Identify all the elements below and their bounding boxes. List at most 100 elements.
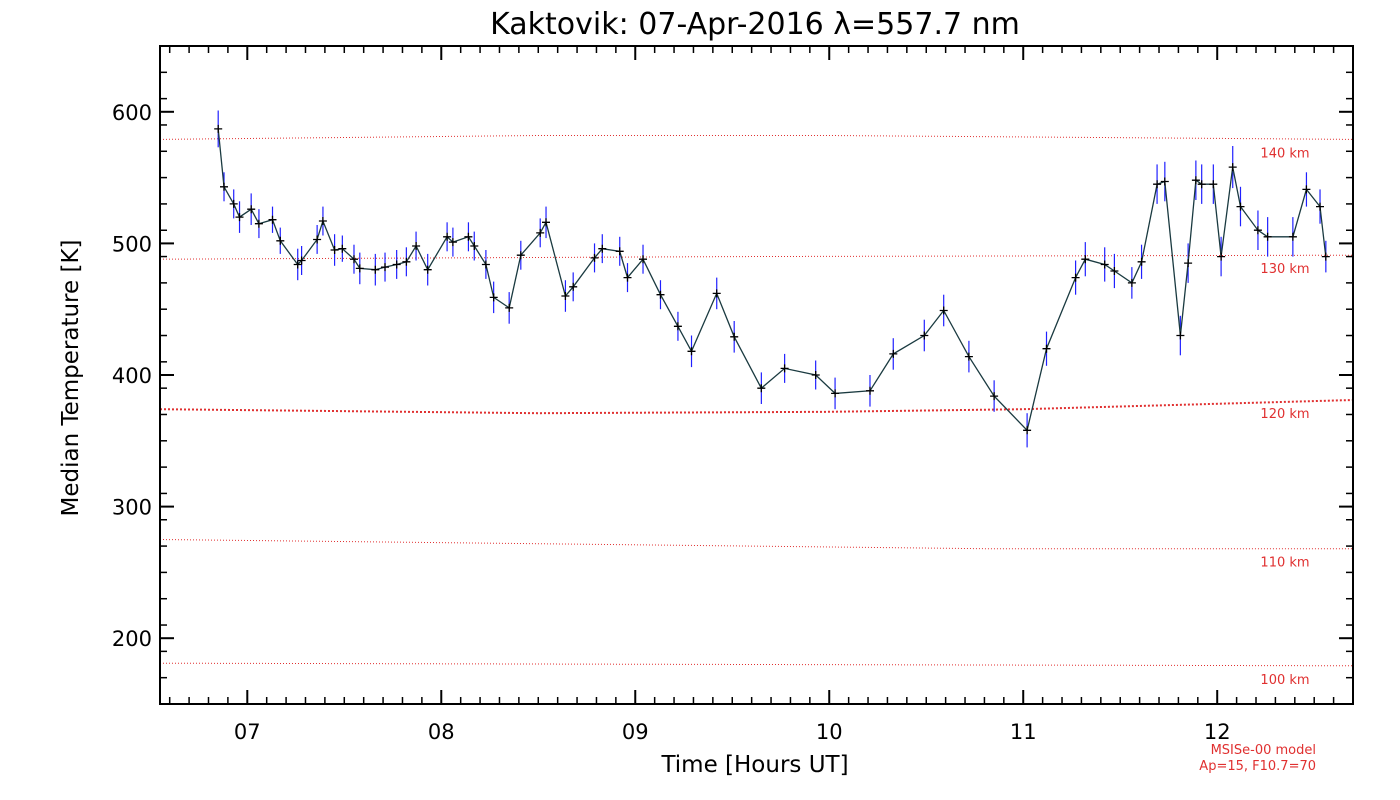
- model-reference-lines: 100 km 110 km 120 km 130 km 140 km: [159, 135, 1354, 688]
- data-point: [615, 247, 624, 256]
- chart-title: Kaktovik: 07-Apr-2016 λ=557.7 nm: [490, 7, 1020, 42]
- x-tick-label: 07: [234, 720, 261, 744]
- data-point: [730, 332, 739, 341]
- data-point: [214, 124, 223, 133]
- data-point: [1191, 176, 1200, 185]
- temperature-series: [214, 110, 1330, 448]
- data-point: [293, 260, 302, 269]
- data-point: [338, 244, 347, 253]
- data-point: [505, 303, 514, 312]
- data-point: [516, 251, 525, 260]
- data-point: [990, 392, 999, 401]
- data-point: [561, 292, 570, 300]
- data-point: [1253, 226, 1262, 235]
- reference-line-label: 100 km: [1260, 673, 1309, 688]
- data-point: [254, 219, 263, 228]
- data-point: [598, 244, 607, 253]
- data-point: [448, 238, 457, 247]
- y-tick-label: 200: [112, 627, 152, 651]
- y-tick-label: 300: [112, 496, 152, 520]
- data-point: [381, 263, 389, 272]
- data-point: [443, 232, 452, 241]
- axes: 07 08 09 10 11 12 200 300 400 500 600: [112, 45, 1354, 744]
- data-point: [412, 242, 421, 250]
- data-point: [569, 282, 578, 291]
- data-point: [811, 371, 820, 379]
- data-point: [831, 389, 840, 398]
- data-point: [780, 364, 789, 373]
- data-point: [1137, 257, 1146, 266]
- y-axis-label: Median Temperature [K]: [58, 240, 84, 517]
- series-line: [217, 128, 1327, 432]
- reference-line: [159, 662, 1354, 667]
- data-point: [489, 293, 498, 302]
- data-point: [889, 349, 898, 358]
- reference-line-label: 130 km: [1260, 262, 1309, 277]
- data-point: [220, 182, 228, 191]
- data-point: [536, 228, 545, 237]
- x-tick-label: 11: [1010, 720, 1037, 744]
- data-point: [656, 290, 665, 299]
- data-point: [276, 236, 285, 245]
- reference-line: [159, 539, 1353, 550]
- data-point: [1217, 252, 1226, 261]
- data-point: [402, 257, 411, 266]
- data-point: [1176, 331, 1185, 340]
- data-point: [1288, 232, 1297, 241]
- data-point: [866, 386, 874, 395]
- data-point: [1071, 273, 1080, 282]
- data-point: [673, 322, 682, 331]
- data-point: [757, 384, 766, 393]
- data-point: [1228, 163, 1237, 172]
- data-point: [920, 331, 929, 340]
- data-point: [464, 232, 473, 241]
- data-point: [939, 306, 948, 315]
- reference-line-label: 110 km: [1260, 556, 1309, 571]
- data-point: [590, 253, 599, 262]
- data-point: [542, 218, 550, 227]
- data-point: [313, 235, 322, 244]
- data-point: [1042, 344, 1051, 353]
- data-point: [1197, 180, 1206, 189]
- y-tick-label: 500: [112, 232, 152, 256]
- data-point: [297, 256, 306, 265]
- x-tick-label: 12: [1204, 720, 1231, 744]
- reference-line: [159, 135, 1354, 140]
- x-tick-label: 08: [428, 720, 455, 744]
- model-note-line2: Ap=15, F10.7=70: [1199, 759, 1316, 774]
- data-point: [1209, 180, 1218, 189]
- data-point: [371, 265, 380, 274]
- data-point: [1316, 202, 1324, 211]
- y-tick-label: 600: [112, 101, 152, 125]
- data-point: [1127, 278, 1136, 287]
- data-point: [247, 205, 256, 214]
- data-point: [355, 264, 364, 273]
- data-point: [1160, 177, 1169, 186]
- data-point: [350, 255, 358, 264]
- data-point: [1321, 252, 1330, 261]
- data-point: [1263, 232, 1272, 241]
- plot-frame: [159, 45, 1354, 705]
- data-point: [235, 213, 244, 222]
- x-tick-label: 10: [816, 720, 843, 744]
- data-point: [1236, 202, 1245, 211]
- data-point: [1184, 259, 1193, 268]
- data-point: [330, 246, 339, 254]
- model-note-line1: MSISe-00 model: [1211, 743, 1316, 758]
- data-point: [318, 217, 327, 225]
- reference-line: [159, 399, 1354, 415]
- data-point: [1023, 426, 1032, 435]
- data-point: [392, 260, 401, 269]
- data-point: [1153, 180, 1162, 189]
- data-point: [1100, 260, 1109, 269]
- data-point: [423, 265, 432, 274]
- data-point: [1302, 185, 1311, 194]
- y-tick-label: 400: [112, 364, 152, 388]
- data-point: [712, 289, 721, 298]
- data-point: [1110, 267, 1119, 275]
- reference-line: [159, 254, 1354, 260]
- reference-line-label: 120 km: [1260, 407, 1309, 422]
- data-point: [623, 273, 632, 282]
- reference-line-label: 140 km: [1260, 146, 1309, 161]
